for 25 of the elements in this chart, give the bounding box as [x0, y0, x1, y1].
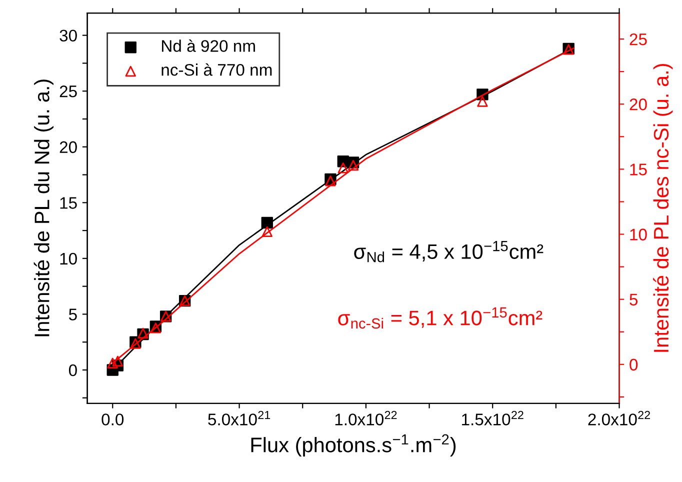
legend-label: Nd à 920 nm [162, 39, 255, 52]
x-axis-title: Flux (photons.s$^{−1}$.m$^{−2}$) [251, 434, 456, 456]
annotation: σ$_{Nd}$ = 4,5 x 10$^{−15}$cm² [354, 241, 544, 262]
y-tick-label: 0 [68, 364, 77, 376]
y-axis-title: Intensité de PL du Nd (u. a.) [34, 80, 54, 336]
y2-tick-label: 0 [630, 358, 638, 371]
y-tick-label: 15 [60, 197, 77, 209]
y-tick-label: 25 [60, 86, 77, 98]
y2-tick-label: 5 [630, 294, 638, 306]
y2-tick-label: 25 [630, 33, 647, 46]
annotation: σ$_{nc-Si}$ = 5,1 x 10$^{−15}$cm² [338, 307, 542, 329]
y-tick-label: 20 [60, 141, 77, 154]
y-tick-label: 30 [60, 30, 77, 42]
legend-label: nc-Si à 770 nm [162, 63, 272, 76]
y2-tick-label: 10 [630, 228, 647, 240]
x-tick-label: 2.0x10$^{22}$ [588, 410, 650, 426]
y-tick-label: 5 [68, 308, 77, 320]
x-tick-label: 1.5x10$^{22}$ [462, 410, 524, 426]
y-tick-label: 10 [60, 252, 77, 265]
y2-axis-title: Intensité de PL des nc-Si (u. a.) [653, 64, 673, 352]
x-tick-label: 1.0x10$^{22}$ [335, 410, 397, 426]
y2-tick-label: 20 [630, 98, 647, 110]
y2-tick-label: 15 [630, 164, 647, 176]
x-tick-label: 0.0 [102, 414, 124, 426]
x-tick-label: 5.0x10$^{21}$ [208, 410, 270, 426]
